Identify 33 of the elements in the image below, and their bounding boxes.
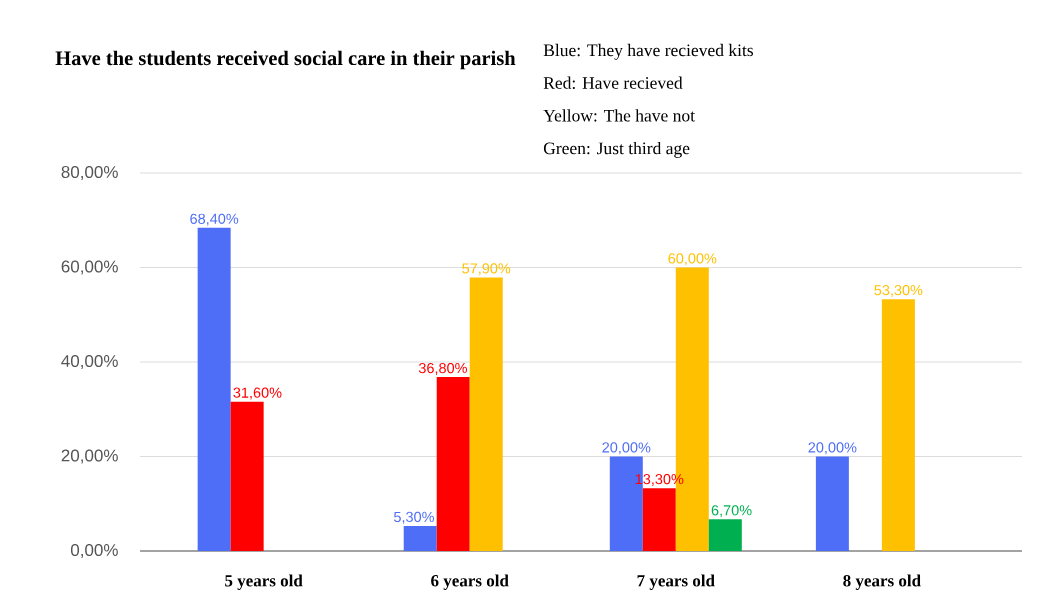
bar <box>469 277 503 551</box>
text: Yellow: The have not <box>543 109 695 122</box>
text: Green: Just third age <box>543 141 690 158</box>
bar <box>881 299 915 551</box>
data-label: 20,00% <box>808 442 857 455</box>
x-tick-label: 6 years old <box>431 574 509 590</box>
y-tick-label: 60,00% <box>61 260 118 275</box>
data-label: 36,80% <box>418 362 467 375</box>
bar <box>230 401 264 551</box>
y-tick-label: 0,00% <box>70 543 118 559</box>
bar <box>815 456 849 551</box>
data-label: 57,90% <box>462 263 511 276</box>
bar <box>436 377 470 551</box>
y-tick-label: 20,00% <box>61 449 118 464</box>
data-label: 20,00% <box>602 442 651 455</box>
data-label: 68,40% <box>190 213 239 226</box>
data-label: 60,00% <box>668 253 717 266</box>
data-label: 5,30% <box>393 511 434 524</box>
bar <box>403 525 437 551</box>
bar <box>642 488 676 551</box>
text: Blue: They have recieved kits <box>543 43 754 60</box>
x-tick-label: 8 years old <box>843 574 921 590</box>
text: Red: Have recieved <box>543 76 683 89</box>
y-tick-label: 40,00% <box>61 354 118 370</box>
data-label: 53,30% <box>874 284 923 297</box>
bar <box>197 227 231 551</box>
chart-title: Have the students received social care in their parish <box>55 50 516 70</box>
y-tick-label: 80,00% <box>61 165 118 181</box>
x-tick-label: 7 years old <box>637 574 715 590</box>
data-label: 31,60% <box>233 387 282 400</box>
data-label: 6,70% <box>711 505 752 518</box>
bar <box>708 519 742 551</box>
x-tick-label: 5 years old <box>225 574 303 590</box>
